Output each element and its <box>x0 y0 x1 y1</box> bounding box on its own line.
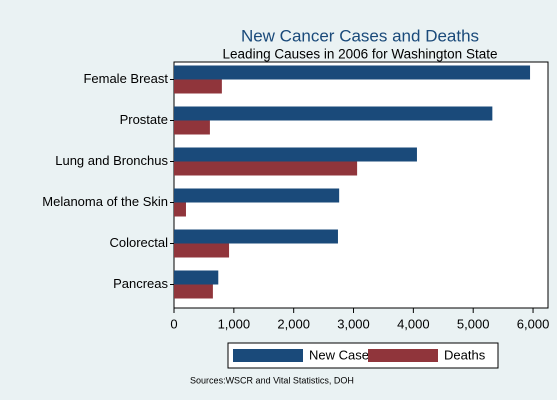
x-tick-label: 6,000 <box>517 316 550 331</box>
chart-title: New Cancer Cases and Deaths <box>241 26 479 45</box>
bar <box>174 106 493 121</box>
legend-swatch <box>233 349 303 362</box>
x-tick-label: 2,000 <box>277 316 310 331</box>
x-tick-label: 5,000 <box>457 316 490 331</box>
x-tick-label: 1,000 <box>218 316 251 331</box>
bar <box>174 284 213 299</box>
chart-subtitle: Leading Causes in 2006 for Washington St… <box>223 47 498 62</box>
bar <box>174 65 531 80</box>
source-note: Sources:WSCR and Vital Statistics, DOH <box>190 375 354 385</box>
bar <box>174 243 230 258</box>
y-tick-label: Melanoma of the Skin <box>42 194 168 209</box>
y-tick-label: Lung and Bronchus <box>55 153 168 168</box>
y-tick-label: Prostate <box>120 112 168 127</box>
legend-label: New Cases <box>309 347 376 362</box>
y-tick-label: Female Breast <box>83 71 168 86</box>
bar <box>174 188 340 203</box>
bar <box>174 79 222 94</box>
bar <box>174 229 338 244</box>
plot-area <box>173 61 549 309</box>
legend-swatch <box>368 349 438 362</box>
bar <box>174 147 417 162</box>
y-tick-label: Pancreas <box>113 276 168 291</box>
bar <box>174 202 186 217</box>
bar <box>174 270 219 285</box>
x-tick-label: 4,000 <box>397 316 430 331</box>
y-tick-label: Colorectal <box>109 235 168 250</box>
legend-label: Deaths <box>444 347 486 362</box>
x-tick-label: 3,000 <box>337 316 370 331</box>
x-tick-label: 0 <box>170 316 177 331</box>
bar <box>174 120 210 135</box>
bar <box>174 161 358 176</box>
